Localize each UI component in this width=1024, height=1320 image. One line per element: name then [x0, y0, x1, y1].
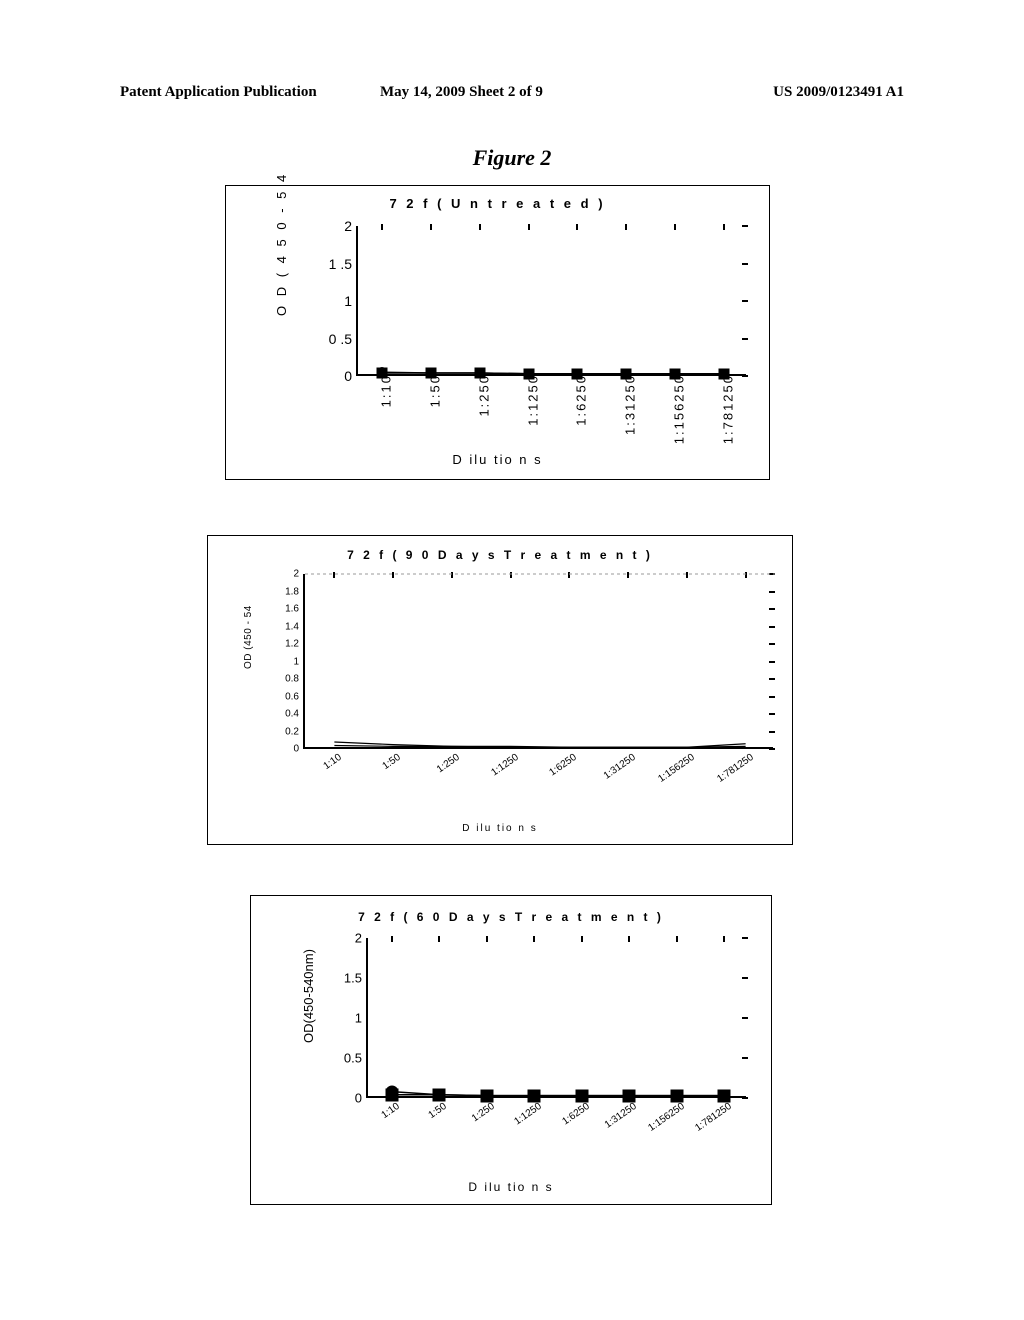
y-tick-label: 1.5 [344, 971, 368, 986]
y-tick-label: 2 [355, 931, 368, 946]
chart-title: 7 2 f ( U n t r e a t e d ) [226, 196, 769, 211]
square-marker-icon [718, 1089, 731, 1102]
x-axis-label: D ilu tio n s [251, 1180, 771, 1194]
x-axis-label: D ilu tio n s [226, 452, 769, 467]
y-axis-label: OD(450-540nm) [301, 949, 316, 1043]
square-marker-icon [377, 368, 388, 379]
series-lines [305, 574, 773, 747]
x-tick-label: 1:781250 [712, 374, 735, 444]
square-marker-icon [623, 1089, 636, 1102]
square-marker-icon [523, 368, 534, 379]
plot-area: 00.511.521:101:501:2501:12501:62501:3125… [366, 938, 746, 1098]
y-tick-label: 1.8 [285, 586, 305, 597]
y-tick-label: 0.8 [285, 674, 305, 685]
x-axis-label: D ilu tio n s [208, 823, 792, 834]
y-tick-label: 2 [344, 218, 358, 234]
square-marker-icon [474, 368, 485, 379]
figure-title: Figure 2 [0, 145, 1024, 171]
x-tick-label: 1:250 [468, 374, 491, 417]
square-marker-icon [385, 1088, 398, 1101]
chart2: 7 2 f ( 9 0 D a y s T r e a t m e n t ) 0… [207, 535, 793, 845]
plot-area: 00.20.40.60.811.21.41.61.821:101:501:250… [303, 574, 773, 749]
x-tick-label: 1:50 [420, 374, 443, 407]
y-tick-label: 1.6 [285, 604, 305, 615]
y-tick-label: 1.2 [285, 639, 305, 650]
y-tick-label: 2 [293, 569, 305, 580]
square-marker-icon [480, 1089, 493, 1102]
y-tick-mark [742, 1097, 748, 1099]
y-tick-mark [742, 375, 748, 377]
chart-title: 7 2 f ( 6 0 D a y s T r e a t m e n t ) [251, 910, 771, 924]
plot-area: 00 .511 .521:101:501:2501:12501:62501:31… [356, 226, 746, 376]
square-marker-icon [575, 1089, 588, 1102]
header-left: Patent Application Publication [120, 84, 317, 101]
y-tick-label: 0 [344, 368, 358, 384]
square-marker-icon [718, 368, 729, 379]
y-tick-label: 0.5 [344, 1051, 368, 1066]
series-lines [368, 938, 746, 1096]
x-tick-label: 1:6250 [566, 374, 589, 426]
y-tick-mark [769, 748, 775, 750]
x-tick-label: 1:10 [371, 374, 394, 407]
y-tick-label: 1 [293, 656, 305, 667]
header-right: US 2009/0123491 A1 [773, 84, 904, 101]
x-tick-label: 1:6250 [544, 747, 579, 778]
square-marker-icon [528, 1089, 541, 1102]
x-tick-label: 1:10 [318, 747, 344, 772]
x-tick-label: 1:31250 [599, 747, 638, 782]
chart1: 7 2 f ( U n t r e a t e d )00 .511 .521:… [225, 185, 770, 480]
y-tick-label: 1 [355, 1011, 368, 1026]
x-tick-label: 1:31250 [615, 374, 638, 435]
series-lines [358, 226, 746, 374]
x-tick-label: 1:1250 [517, 374, 540, 426]
header-center: May 14, 2009 Sheet 2 of 9 [380, 84, 543, 101]
y-tick-label: 0.6 [285, 691, 305, 702]
y-tick-label: 1.4 [285, 621, 305, 632]
square-marker-icon [572, 368, 583, 379]
chart-title: 7 2 f ( 9 0 D a y s T r e a t m e n t ) [208, 548, 792, 562]
x-tick-label: 1:1250 [486, 747, 521, 778]
y-tick-label: 0 [293, 744, 305, 755]
y-axis-label: O D ( 4 5 0 - 5 4 [274, 172, 289, 316]
square-marker-icon [433, 1088, 446, 1101]
square-marker-icon [621, 368, 632, 379]
x-tick-label: 1:50 [377, 747, 403, 772]
x-tick-label: 1:156250 [663, 374, 686, 444]
x-tick-label: 1:781250 [711, 747, 755, 785]
y-tick-label: 1 .5 [329, 256, 358, 272]
y-tick-label: 0 [355, 1091, 368, 1106]
y-tick-label: 1 [344, 293, 358, 309]
x-tick-label: 1:250 [431, 747, 461, 775]
y-tick-label: 0 .5 [329, 331, 358, 347]
square-marker-icon [670, 1089, 683, 1102]
y-tick-label: 0.4 [285, 709, 305, 720]
y-axis-label: OD (450 - 54 [243, 605, 254, 669]
square-marker-icon [426, 368, 437, 379]
x-tick-label: 1:156250 [653, 747, 697, 785]
chart3: 7 2 f ( 6 0 D a y s T r e a t m e n t ) 0… [250, 895, 772, 1205]
square-marker-icon [669, 368, 680, 379]
y-tick-label: 0.2 [285, 726, 305, 737]
